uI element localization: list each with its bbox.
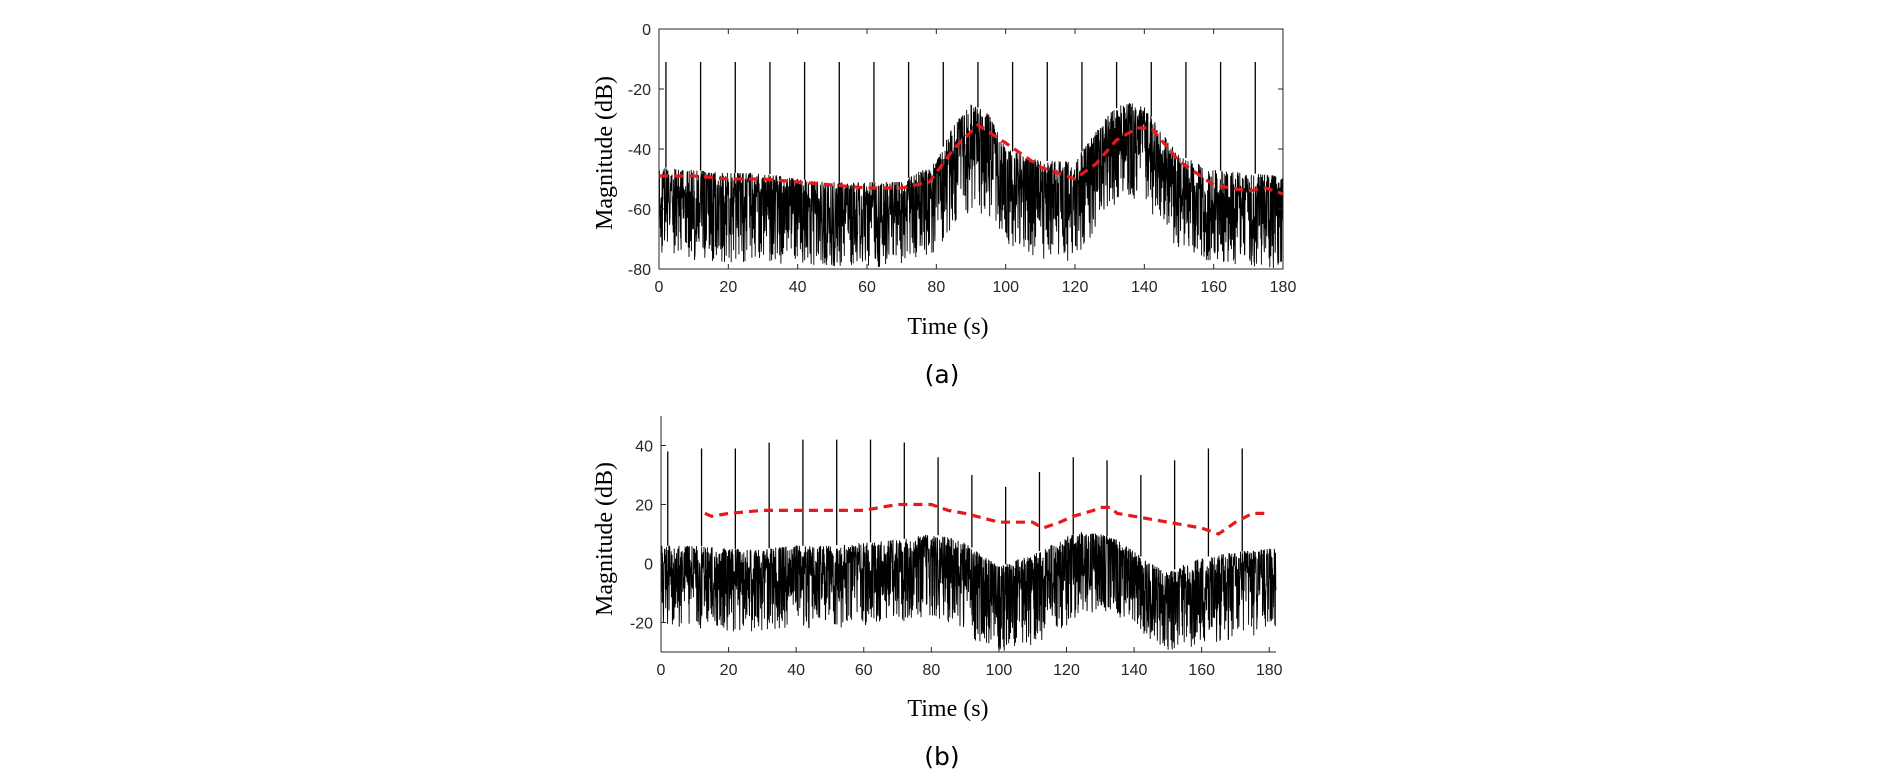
x-tick-label-a: 180 [1270,279,1297,296]
y-tick-label-a: 0 [642,22,651,39]
caption-b: (b) [924,742,959,771]
y-tick-label-a: -40 [628,142,651,159]
panel-a: 0 20 40 60 80 100 120 140 160 180 0 -20 -40 -60 -80 Ti… [592,22,1296,389]
x-tick-label-a: 120 [1062,279,1089,296]
plot-area-b: 0 20 40 60 80 100 120 140 160 180 40 20 0 -20 [630,416,1283,679]
x-tick-label-a: 40 [789,279,807,296]
y-tick-label-a: -20 [628,82,651,99]
ylabel-a: Magnitude (dB) [592,76,618,230]
y-tick-label-b: -20 [630,616,653,633]
y-tick-label-b: 40 [635,439,653,456]
x-tick-label-a: 80 [927,279,945,296]
x-tick-label-a: 20 [719,279,737,296]
x-tick-label-a: 140 [1131,279,1158,296]
x-tick-label-a: 160 [1200,279,1227,296]
x-tick-label-b: 180 [1256,662,1283,679]
xlabel-b: Time (s) [907,696,988,722]
caption-a: (a) [925,360,960,389]
x-tick-label-b: 0 [657,662,666,679]
x-tick-label-b: 100 [986,662,1013,679]
smoothed-line-b [704,502,1270,536]
x-tick-label-b: 80 [922,662,940,679]
y-tick-label-b: 20 [635,498,653,515]
y-tick-label-a: -80 [628,262,651,279]
x-tick-label-b: 20 [720,662,738,679]
x-tick-label-a: 60 [858,279,876,296]
x-tick-label-b: 40 [787,662,805,679]
x-tick-label-b: 160 [1188,662,1215,679]
ylabel-b: Magnitude (dB) [592,462,618,616]
signal-trace-b [660,532,1277,651]
x-tick-label-b: 140 [1121,662,1148,679]
panel-b: 0 20 40 60 80 100 120 140 160 180 40 20 0 -20 Time (s… [592,416,1283,771]
y-tick-label-a: -60 [628,202,651,219]
x-tick-label-a: 0 [655,279,664,296]
x-tick-label-b: 120 [1053,662,1080,679]
y-tick-label-b: 0 [644,557,653,574]
x-tick-label-b: 60 [855,662,873,679]
signal-trace-a [658,102,1284,269]
plot-area-a: 0 20 40 60 80 100 120 140 160 180 0 -20 -40 -60 -80 [628,22,1297,296]
x-tick-label-a: 100 [992,279,1019,296]
smoothed-line-a [659,122,1284,196]
xlabel-a: Time (s) [907,314,988,340]
